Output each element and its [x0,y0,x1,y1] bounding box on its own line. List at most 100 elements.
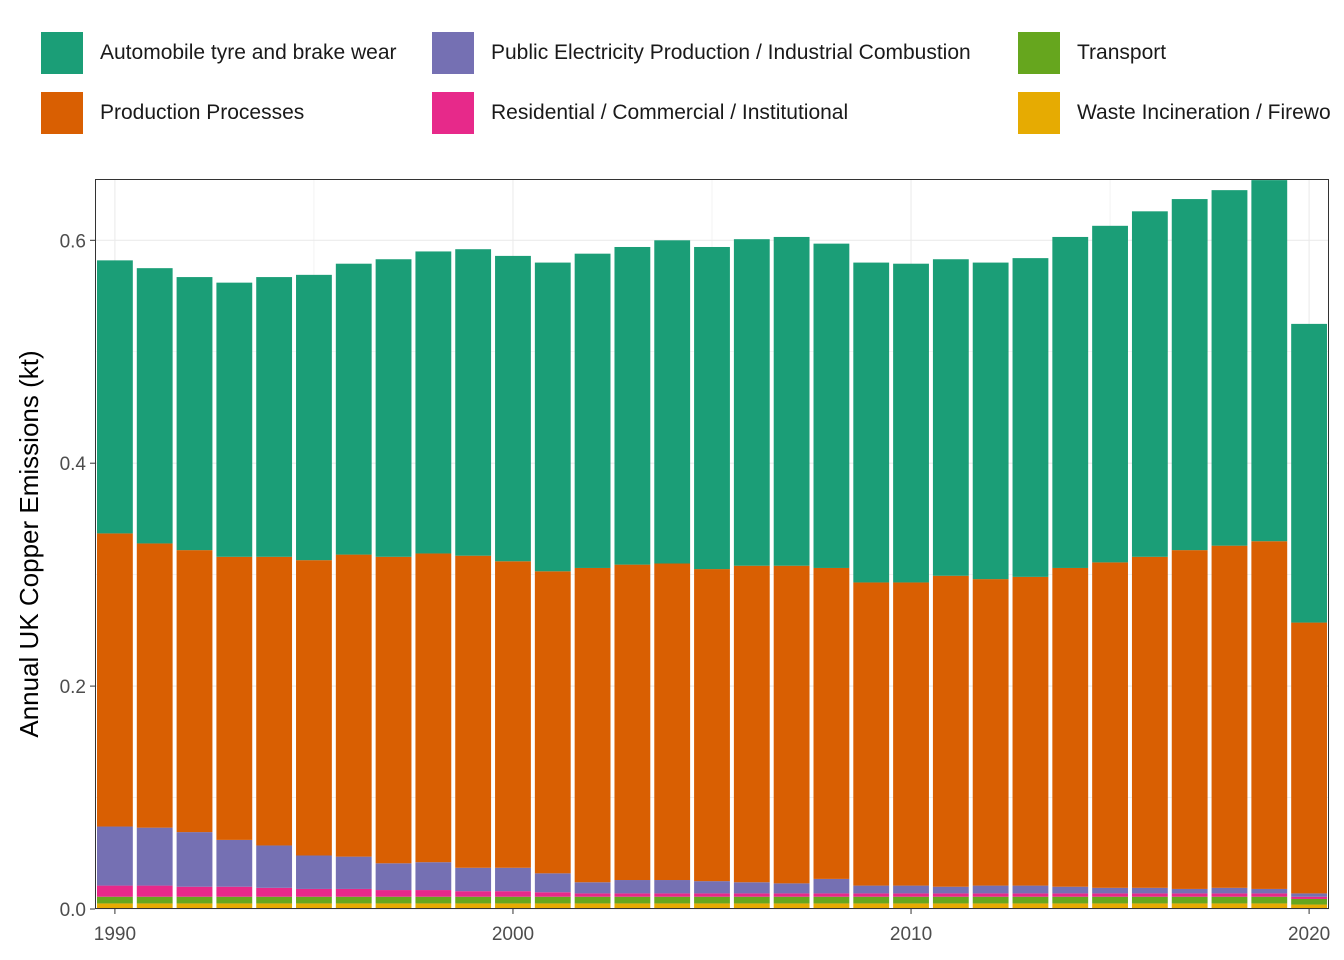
bar-segment [455,903,492,909]
bar-segment [614,903,651,909]
bar-segment [375,556,412,864]
bar-segment [216,282,253,557]
x-tick-label: 2000 [492,924,534,945]
bar-segment [813,903,850,909]
bar-segment [932,903,969,909]
bar-segment [972,579,1009,886]
bar-segment [96,260,133,534]
bar-segment [1092,903,1128,909]
legend-key-waste-incineration [1018,92,1060,134]
bar-segment [853,885,890,894]
bar-segment [1092,896,1128,904]
bar-segment [1171,550,1208,889]
bar-segment [176,832,213,887]
bar-segment [1171,199,1208,551]
bar-segment [694,246,730,570]
y-tick-label: 0.2 [60,677,86,698]
bar-segment [176,886,213,897]
legend-item-transport: Transport [1018,31,1166,75]
bar-segment [1211,545,1248,888]
bar-segment [96,826,133,886]
bar-segment [335,888,372,897]
bar-segment [733,903,770,909]
bar-segment [1211,893,1248,897]
bar-segment [176,896,213,904]
bar-segment [694,893,730,897]
legend-label: Residential / Commercial / Institutional [491,101,849,124]
bar-segment [1131,903,1168,909]
bar-segment [654,893,691,897]
bar-segment [1251,896,1288,904]
legend-item-public-electricity: Public Electricity Production / Industri… [432,31,971,75]
bar-segment [893,263,929,583]
bar-segment [1092,562,1128,888]
bar-segment [813,567,850,879]
bar-segment [335,856,372,889]
bar-segment [893,903,929,909]
bar-segment [574,567,611,883]
bar-segment [136,268,173,544]
bar-segment [1291,896,1328,899]
bar-segment [216,556,253,840]
bar-segment [136,885,173,897]
bar-segment [733,882,770,894]
bar-segment [256,887,293,897]
legend-label: Waste Incineration / Firewo [1077,101,1331,124]
bar-segment [813,896,850,904]
bar-segment [375,903,412,909]
bar-segment [1131,896,1168,904]
bar-segment [1092,225,1128,563]
bar-segment [1052,896,1089,904]
bar-segment [375,259,412,557]
bar-segment [1171,903,1208,909]
bar-segment [614,880,651,894]
bar-segment [574,893,611,897]
bars [96,180,1328,909]
bar-segment [1131,211,1168,557]
bar-segment [932,259,969,576]
bar-segment [614,246,651,565]
bar-segment [216,896,253,904]
bar-segment [932,575,969,887]
bar-segment [1251,903,1288,909]
bar-segment [1171,896,1208,904]
bar-segment [773,896,810,904]
bar-segment [455,555,492,868]
bar-segment [694,903,730,909]
bar-segment [654,563,691,881]
bar-segment [1211,887,1248,894]
bar-segment [733,565,770,883]
bar-segment [296,896,332,904]
bar-segment [176,277,213,551]
bar-segment [216,839,253,887]
bar-segment [932,896,969,904]
y-tick-label: 0.4 [60,454,87,475]
bar-segment [1291,893,1328,897]
bar-segment [534,892,571,897]
bar-segment [1211,190,1248,546]
bar-segment [296,888,332,897]
bar-segment [495,561,531,868]
bar-segment [1291,323,1328,623]
bar-segment [296,274,332,561]
bar-segment [1012,903,1049,909]
bar-segment [534,571,571,874]
bar-segment [495,255,531,562]
legend-item-production-processes: Production Processes [41,91,304,135]
bar-segment [256,845,293,888]
bar-segment [853,262,890,583]
bar-segment [972,893,1009,897]
bar-segment [415,862,452,891]
bar-segment [773,903,810,909]
bar-segment [1012,576,1049,886]
bar-segment [614,896,651,904]
bar-segment [773,893,810,897]
legend-label: Production Processes [100,101,305,124]
bar-segment [96,533,133,827]
legend-item-residential: Residential / Commercial / Institutional [432,91,848,135]
legend-item-waste-incineration: Waste Incineration / Firewo [1018,91,1331,135]
bar-segment [455,896,492,904]
bar-segment [574,882,611,894]
bar-segment [256,556,293,846]
